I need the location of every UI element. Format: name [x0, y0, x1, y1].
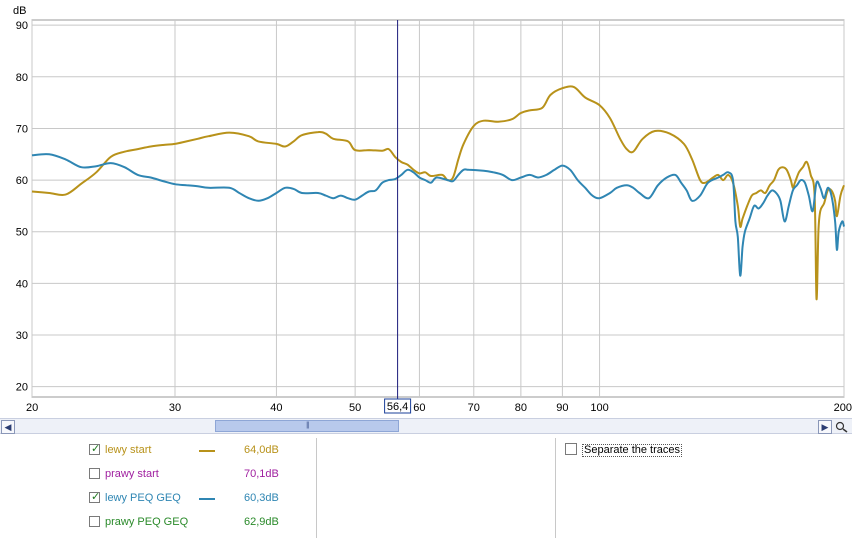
arrow-right-icon[interactable]: ▶: [818, 420, 832, 434]
series-line-2: [31, 153, 845, 277]
cursor[interactable]: 56,4: [384, 20, 412, 414]
cursor-label-box: [384, 398, 412, 414]
y-tick-label: 80: [16, 72, 28, 84]
legend-label: lewy PEQ GEQ: [105, 492, 181, 504]
divider: [555, 438, 556, 538]
legend-value: 62,9dB: [244, 516, 279, 528]
y-tick-label: 60: [16, 175, 28, 187]
x-tick-label: 30: [169, 402, 181, 414]
x-tick-label: 90: [556, 402, 568, 414]
plot-area: [31, 19, 845, 398]
y-tick-label: 20: [16, 382, 28, 394]
arrow-left-icon[interactable]: ◀: [1, 420, 15, 434]
x-tick-label: 70: [468, 402, 480, 414]
grip-icon: |||: [306, 422, 310, 429]
grid: [31, 19, 845, 398]
x-tick-label: 100: [590, 402, 608, 414]
y-axis-label: dB: [13, 5, 26, 17]
y-tick-label: 50: [16, 227, 28, 239]
x-tick-label: 80: [515, 402, 527, 414]
separate-traces-checkbox[interactable]: [565, 443, 577, 455]
horizontal-scrollbar[interactable]: ◀ ||| ▶: [0, 418, 852, 434]
legend-swatch: [199, 498, 215, 500]
legend-checkbox[interactable]: [89, 516, 100, 527]
legend-checkbox[interactable]: ✓: [89, 443, 101, 455]
legend-checkbox[interactable]: [89, 468, 100, 479]
x-tick-label: 40: [270, 402, 282, 414]
separate-traces-label: Separate the traces: [582, 444, 683, 457]
y-tick-label: 70: [16, 123, 28, 135]
y-tick-label: 90: [16, 20, 28, 32]
legend-swatch: [199, 450, 215, 452]
legend-value: 60,3dB: [244, 492, 279, 504]
checkmark-icon: ✓: [91, 443, 101, 455]
y-tick-label: 30: [16, 330, 28, 342]
x-tick-label: 200: [834, 402, 852, 414]
x-tick-label: 50: [349, 402, 361, 414]
legend-value: 64,0dB: [244, 444, 279, 456]
y-tick-label: 40: [16, 278, 28, 290]
legend-label: lewy start: [105, 444, 152, 456]
cursor-label: 56,4: [387, 401, 408, 413]
scrollbar-thumb[interactable]: |||: [215, 420, 400, 432]
tick-labels: 20 30 40 50 60 70 80 90 20 30 40 50 60 70 80 90 100 200: [16, 20, 852, 414]
legend-checkbox[interactable]: ✓: [89, 491, 101, 503]
zoom-tool-icon[interactable]: [835, 420, 849, 433]
x-tick-label: 20: [26, 402, 38, 414]
series-layer: [31, 85, 845, 300]
divider: [316, 438, 317, 538]
x-tick-label: 60: [413, 402, 425, 414]
legend-panel: ✓ lewy start 64,0dB prawy start 70,1dB ✓ lewy …: [0, 436, 852, 538]
legend-label: prawy start: [105, 468, 159, 480]
legend-label: prawy PEQ GEQ: [105, 516, 189, 528]
legend-value: 70,1dB: [244, 468, 279, 480]
checkmark-icon: ✓: [91, 491, 101, 503]
frequency-response-chart[interactable]: 20 30 40 50 60 70 80 90 20 30 40 50 60 70 80 90 100 200 d…: [0, 0, 852, 418]
series-line-1: [31, 85, 845, 300]
